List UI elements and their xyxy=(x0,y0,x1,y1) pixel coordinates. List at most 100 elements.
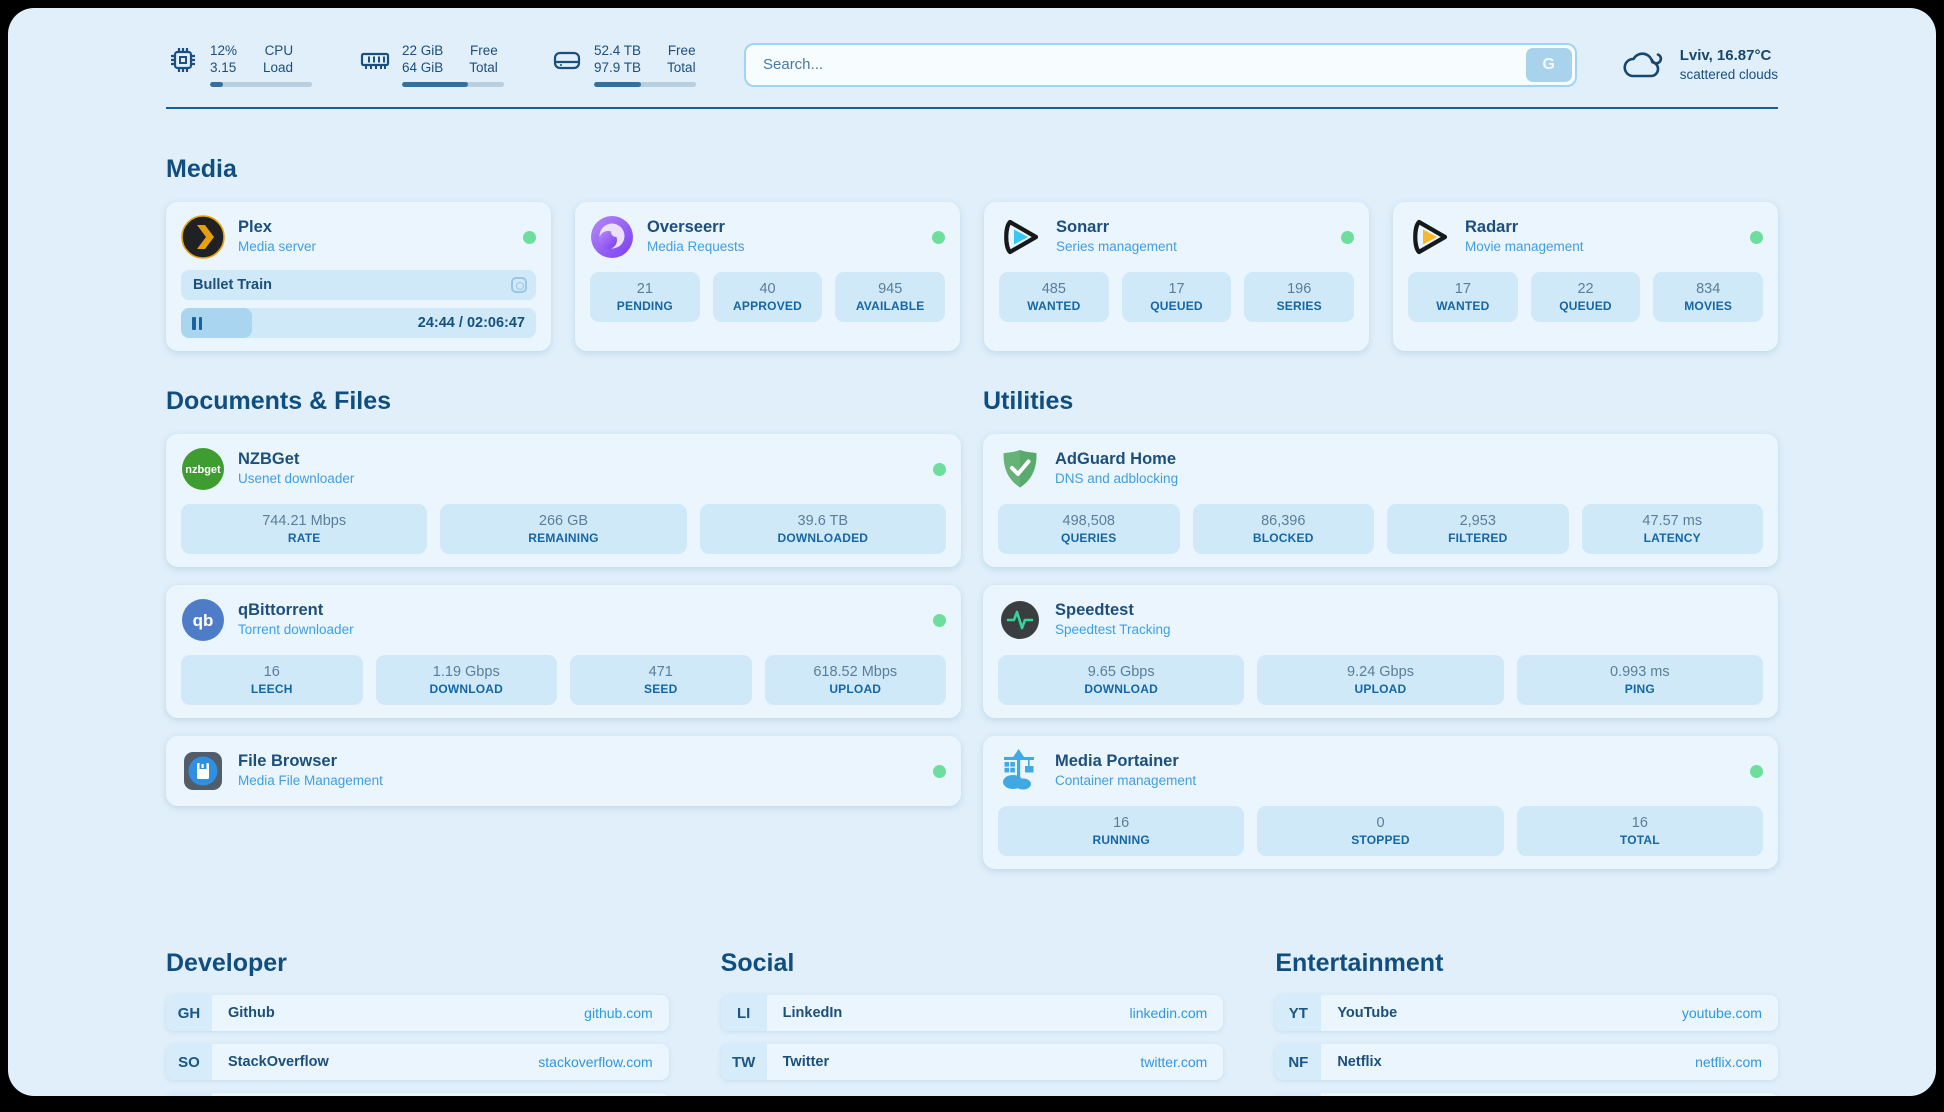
cpu-load-label: Load xyxy=(263,60,294,75)
service-card-adguard[interactable]: AdGuard Home DNS and adblocking 498,508 … xyxy=(983,434,1778,567)
stat-upload: 9.24 Gbps UPLOAD xyxy=(1257,655,1504,705)
service-card-overseerr[interactable]: Overseerr Media Requests 21 PENDING 40 A… xyxy=(575,202,960,351)
cpu-progress-bar xyxy=(210,82,312,87)
service-subtitle: Container management xyxy=(1055,773,1197,788)
stat-ping: 0.993 ms PING xyxy=(1516,655,1763,705)
bookmark-github[interactable]: GH Github github.com xyxy=(166,995,669,1031)
search-input[interactable] xyxy=(749,56,1526,73)
service-title: Overseerr xyxy=(647,218,725,236)
status-dot xyxy=(1750,230,1763,244)
service-card-filebrowser[interactable]: File Browser Media File Management xyxy=(166,736,961,806)
bookmark-dev[interactable]: DT DEV dev.to xyxy=(166,1093,669,1096)
service-card-speedtest[interactable]: Speedtest Speedtest Tracking 9.65 Gbps D… xyxy=(983,585,1778,718)
disk-progress-bar xyxy=(594,82,696,87)
bookmark-youtube[interactable]: YT YouTube youtube.com xyxy=(1275,995,1778,1031)
stat-available: 945 AVAILABLE xyxy=(835,272,946,322)
service-card-portainer[interactable]: Media Portainer Container management 16 … xyxy=(983,736,1778,869)
now-playing-title: Bullet Train xyxy=(193,277,272,293)
netflix-abbr-icon: NF xyxy=(1275,1044,1322,1080)
service-title: qBittorrent xyxy=(238,601,324,619)
stat-running: 16 RUNNING xyxy=(998,806,1245,856)
service-card-qbittorrent[interactable]: qb qBittorrent Torrent downloader 16 LEE… xyxy=(166,585,961,718)
reddit-abbr-icon: RE xyxy=(1275,1093,1322,1096)
stat-upload: 618.52 Mbps UPLOAD xyxy=(764,655,946,705)
stat-remaining: 266 GB REMAINING xyxy=(440,504,687,554)
service-title: Media Portainer xyxy=(1055,752,1179,770)
cloud-icon xyxy=(1623,51,1662,77)
disk-stat: 52.4 TB 97.9 TB Free Total xyxy=(550,42,696,87)
service-card-plex[interactable]: Plex Media server Bullet Train 24:44 / 0… xyxy=(166,202,551,351)
stackoverflow-abbr-icon: SO xyxy=(166,1044,212,1080)
service-card-radarr[interactable]: Radarr Movie management 17 WANTED 22 QUE… xyxy=(1393,202,1778,351)
svg-text:nzbget: nzbget xyxy=(185,464,221,476)
stat-wanted: 17 WANTED xyxy=(1408,272,1518,322)
status-dot xyxy=(933,613,946,627)
nzbget-icon: nzbget xyxy=(182,448,224,490)
service-title: NZBGet xyxy=(238,450,300,468)
bookmark-linkedin[interactable]: LI LinkedIn linkedin.com xyxy=(720,995,1224,1031)
stat-approved: 40 APPROVED xyxy=(712,272,823,322)
memory-free-value: 22 GiB xyxy=(402,43,444,58)
bookmark-section-developer: Developer GH Github github.com SO StackO… xyxy=(166,949,669,1096)
bookmark-netflix[interactable]: NF Netflix netflix.com xyxy=(1275,1044,1778,1080)
github-abbr-icon: GH xyxy=(166,995,212,1031)
stat-wanted: 485 WANTED xyxy=(999,272,1109,322)
status-dot xyxy=(933,764,946,778)
speedtest-icon xyxy=(1001,601,1039,639)
bookmark-reddit[interactable]: RE Reddit reddit.com xyxy=(1275,1093,1778,1096)
disk-free-value: 52.4 TB xyxy=(594,43,642,58)
stat-rate: 744.21 Mbps RATE xyxy=(181,504,428,554)
service-card-sonarr[interactable]: Sonarr Series management 485 WANTED 17 Q… xyxy=(984,202,1369,351)
disk-total-value: 97.9 TB xyxy=(594,60,642,75)
bookmark-section-entertainment: Entertainment YT YouTube youtube.com NF … xyxy=(1275,949,1778,1096)
bookmark-stackoverflow[interactable]: SO StackOverflow stackoverflow.com xyxy=(166,1044,669,1080)
sonarr-icon xyxy=(1004,219,1039,255)
memory-progress-bar xyxy=(402,82,504,87)
bookmark-twitter[interactable]: TW Twitter twitter.com xyxy=(720,1044,1224,1080)
search-engine-button[interactable]: G xyxy=(1525,47,1572,82)
twitter-abbr-icon: TW xyxy=(720,1044,767,1080)
stat-latency: 47.57 ms LATENCY xyxy=(1581,504,1763,554)
plex-icon xyxy=(181,215,225,259)
cpu-stat: 12% 3.15 CPU Load xyxy=(166,42,312,87)
service-subtitle: Speedtest Tracking xyxy=(1055,622,1171,637)
header-divider xyxy=(166,107,1778,109)
cpu-load-value: 3.15 xyxy=(210,60,237,75)
stat-blocked: 86,396 BLOCKED xyxy=(1192,504,1374,554)
service-title: AdGuard Home xyxy=(1055,450,1177,468)
service-subtitle: Media Requests xyxy=(647,239,745,254)
service-title: Speedtest xyxy=(1055,601,1134,619)
service-card-nzbget[interactable]: nzbget NZBGet Usenet downloader 744.21 M… xyxy=(166,434,961,567)
service-title: Plex xyxy=(238,218,272,236)
disk-total-label: Total xyxy=(667,60,696,75)
service-subtitle: Series management xyxy=(1056,239,1177,254)
playback-time: 24:44 / 02:06:47 xyxy=(417,315,525,331)
service-title: Sonarr xyxy=(1056,218,1110,236)
search-box: G xyxy=(744,42,1577,87)
stat-queries: 498,508 QUERIES xyxy=(998,504,1180,554)
memory-total-value: 64 GiB xyxy=(402,60,444,75)
service-subtitle: Movie management xyxy=(1465,239,1584,254)
youtube-abbr-icon: YT xyxy=(1275,995,1322,1031)
dashboard-panel: 12% 3.15 CPU Load xyxy=(8,8,1936,1096)
cpu-label: CPU xyxy=(264,43,294,58)
disk-free-label: Free xyxy=(667,43,696,58)
stat-stopped: 0 STOPPED xyxy=(1257,806,1504,856)
weather-condition: scattered clouds xyxy=(1679,66,1778,82)
playback-progress-bar: 24:44 / 02:06:47 xyxy=(181,308,536,338)
header: 12% 3.15 CPU Load xyxy=(166,8,1778,87)
svg-text:qb: qb xyxy=(193,611,214,630)
weather-widget[interactable]: Lviv, 16.87°C scattered clouds xyxy=(1621,46,1778,84)
weather-location: Lviv, 16.87°C xyxy=(1679,46,1772,64)
service-title: Radarr xyxy=(1465,218,1519,236)
adguard-icon xyxy=(1003,450,1037,488)
ram-icon xyxy=(360,52,390,69)
service-subtitle: Torrent downloader xyxy=(238,622,354,637)
cpu-usage-value: 12% xyxy=(210,43,238,58)
stat-filtered: 2,953 FILTERED xyxy=(1387,504,1569,554)
overseerr-icon xyxy=(591,216,633,258)
status-dot xyxy=(933,462,946,476)
utilities-section-heading: Utilities xyxy=(983,387,1074,415)
portainer-icon xyxy=(1003,749,1034,790)
service-subtitle: Media File Management xyxy=(238,773,383,788)
